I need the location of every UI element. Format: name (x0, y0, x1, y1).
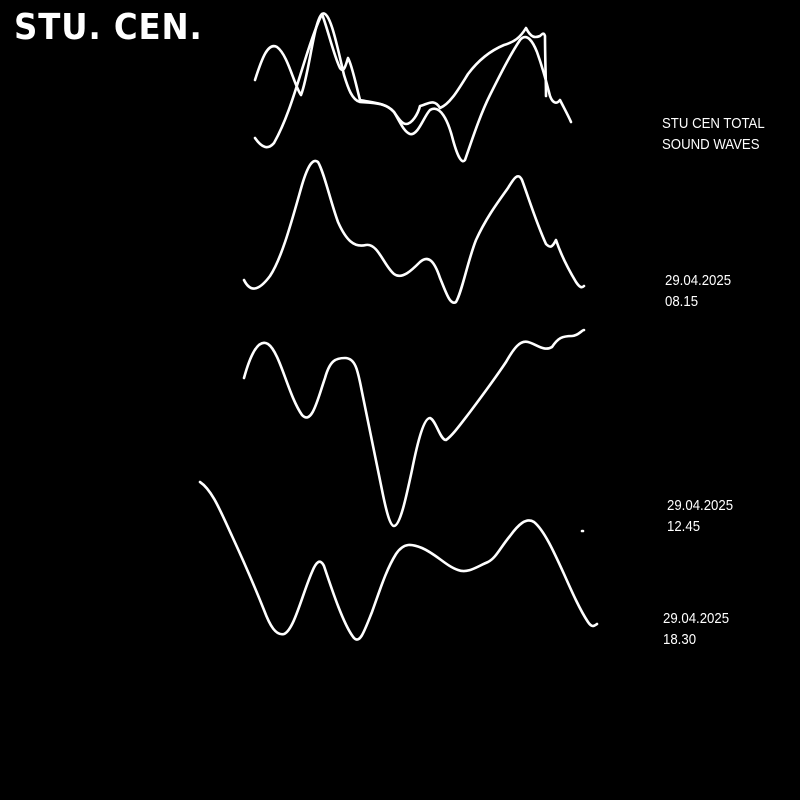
wave-1245 (242, 328, 586, 528)
recording-time: 12.45 (667, 518, 701, 535)
title-line-1: STU CEN TOTAL (662, 115, 765, 132)
recording-date: 29.04.2025 (663, 610, 730, 627)
title-line-2: SOUND WAVES (662, 136, 760, 153)
recording-date: 29.04.2025 (667, 497, 734, 514)
recording-time: 08.15 (665, 293, 699, 310)
total-wave-a (253, 12, 573, 163)
total-waves-overlay (253, 12, 573, 163)
total-wave-b (253, 12, 548, 149)
total-sound-waves-title: STU CEN TOTAL SOUND WAVES (662, 113, 765, 155)
recording-label-1: 29.04.2025 08.15 (665, 270, 731, 312)
recording-label-3: 29.04.2025 18.30 (663, 608, 729, 650)
wave-0815 (242, 159, 586, 304)
recording-time: 18.30 (663, 631, 697, 648)
wave-1830 (198, 480, 599, 641)
brand-logo: STU. CEN. (14, 7, 203, 48)
recording-date: 29.04.2025 (665, 272, 732, 289)
recording-label-2: 29.04.2025 12.45 (667, 495, 733, 537)
